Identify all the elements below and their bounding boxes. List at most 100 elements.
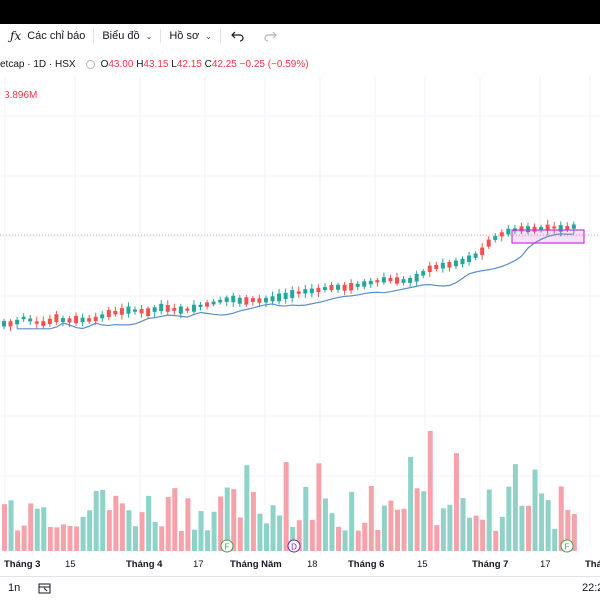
volume-bar (2, 504, 7, 551)
candle (499, 232, 504, 237)
volume-bar (552, 529, 558, 551)
candle (224, 297, 229, 302)
candle (8, 321, 13, 327)
candle (237, 297, 242, 304)
candle (526, 226, 530, 233)
x-axis-label: Tháng Năm (230, 559, 282, 570)
candle (558, 225, 563, 232)
volume-bar (499, 516, 505, 551)
chart-menu-label: Biểu đồ (102, 30, 140, 42)
profile-menu-button[interactable]: Hồ sơ ⌄ (161, 24, 220, 48)
candle (552, 226, 557, 229)
candle (486, 239, 491, 247)
volume-bar (283, 462, 289, 551)
volume-bar (447, 504, 453, 551)
volume-bar (486, 489, 492, 551)
price-chart[interactable]: F D F Tháng 3 15 Tháng 4 17 Tháng Năm 18 Tháng 6 1… (0, 56, 600, 576)
volume-bar (106, 510, 112, 551)
volume-bar (565, 509, 571, 551)
volume-bar (80, 516, 86, 551)
candle (119, 308, 124, 315)
volume-bar (460, 498, 466, 551)
profile-menu-label: Hồ sơ (169, 30, 200, 42)
candle (159, 303, 164, 312)
volume-bar (113, 495, 119, 551)
undo-button[interactable] (221, 24, 255, 48)
volume-bar (526, 505, 531, 551)
candle (74, 315, 79, 324)
candle (113, 310, 118, 315)
x-axis-label: Tháng 3 (4, 559, 40, 570)
volume-bar (218, 496, 224, 551)
symbol-label[interactable]: etcap · 1D · HSX (0, 58, 76, 70)
volume-bar (54, 527, 60, 551)
volume-bar (47, 526, 53, 551)
candle (388, 277, 393, 282)
volume-bar (539, 493, 545, 551)
volume-bar (571, 513, 577, 551)
volume-bar (126, 510, 132, 551)
volume-bar (133, 526, 138, 551)
indicators-label: Các chỉ báo (27, 30, 86, 42)
candle (21, 316, 26, 320)
chevron-down-icon: ⌄ (145, 31, 153, 41)
volume-bar (264, 523, 269, 551)
volume-bar (67, 525, 73, 551)
volume-bar (172, 488, 178, 551)
volume-bar (519, 505, 525, 551)
chart-menu-button[interactable]: Biểu đồ ⌄ (94, 24, 160, 48)
x-axis-label: 17 (540, 559, 551, 570)
candle (493, 235, 498, 240)
toolbar-divider (219, 29, 221, 43)
candle (519, 226, 524, 232)
x-axis-label: 15 (417, 559, 428, 570)
volume-bar (277, 515, 283, 551)
volume-bar (15, 530, 21, 551)
compare-button[interactable] (38, 582, 52, 597)
top-black-bar (0, 0, 600, 24)
redo-button[interactable] (255, 24, 285, 48)
indicators-button[interactable]: ƒx Các chỉ báo (0, 24, 93, 48)
volume-bar (191, 529, 197, 551)
volume-bar (146, 495, 152, 551)
candle (401, 279, 406, 283)
volume-label: 3.896M (4, 90, 38, 101)
interval-button[interactable]: 1n (8, 582, 21, 594)
candle (15, 319, 20, 325)
candle (539, 226, 544, 230)
candle (571, 224, 576, 229)
volume-bar (303, 486, 309, 551)
candle (133, 309, 137, 312)
volume-bar (322, 498, 328, 551)
volume-bar (532, 469, 538, 551)
volume-bar (381, 505, 387, 551)
candle (205, 302, 210, 307)
volume-bar (296, 520, 302, 551)
clock-time: 22:2 (582, 582, 600, 594)
candle (28, 318, 33, 322)
event-marker-icon (220, 539, 234, 553)
highlight-box (511, 229, 585, 244)
redo-icon (264, 31, 277, 42)
volume-bar (244, 465, 250, 551)
market-status-icon (85, 59, 95, 69)
candle (244, 297, 249, 305)
volume-bar (100, 489, 106, 551)
candle (67, 318, 72, 323)
volume-bar (87, 510, 93, 551)
volume-bar (453, 453, 459, 551)
candle (126, 306, 131, 314)
candle (322, 287, 327, 291)
candle (303, 289, 308, 294)
function-icon: ƒx (10, 29, 22, 43)
high-key: H (136, 58, 144, 70)
volume-bar (427, 431, 433, 551)
low-key: L (171, 58, 177, 70)
volume-bar (388, 500, 394, 551)
volume-bar (506, 486, 512, 551)
candle (185, 308, 190, 311)
event-marker-icon (560, 539, 574, 553)
volume-bar (231, 489, 237, 551)
candle (427, 265, 432, 272)
